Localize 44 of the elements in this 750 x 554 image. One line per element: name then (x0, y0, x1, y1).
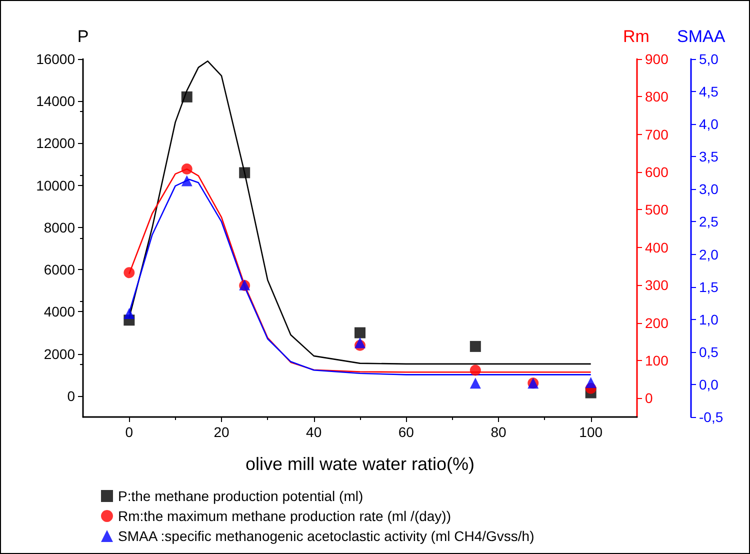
y2-tick-label: 800 (645, 88, 669, 105)
y3-tick-label: 2,0 (699, 246, 719, 262)
y2-tick-label: 0 (645, 390, 653, 406)
y-tick-label: 12000 (36, 135, 76, 152)
x-tick-label: 60 (398, 424, 414, 440)
x-tick-label: 80 (490, 424, 506, 440)
y2-axis-title: Rm (623, 27, 650, 46)
y-tick-label: 14000 (36, 93, 76, 110)
x-tick-label: 40 (306, 424, 322, 440)
y-axis-title: P (77, 27, 89, 46)
legend-label: P:the methane production potential (ml) (118, 488, 364, 504)
y-tick-label: 2000 (44, 346, 76, 362)
y2-tick-label: 900 (645, 51, 669, 67)
y3-axis-title: SMAA (677, 27, 726, 46)
y2-tick-label: 200 (645, 314, 669, 331)
y3-tick-label: 0,5 (699, 344, 719, 360)
y3-tick-label: 3,5 (699, 148, 719, 165)
y2-tick-label: 500 (645, 202, 669, 218)
legend-label: Rm:the maximum methane production rate (ml /(day)) (118, 508, 451, 524)
y2-tick-label: 600 (645, 164, 669, 180)
y3-tick-label: 1,0 (699, 311, 719, 328)
x-tick-label: 20 (214, 424, 230, 440)
y2-tick-label: 100 (645, 352, 669, 368)
y-tick-label: 16000 (36, 51, 76, 67)
x-axis-title: olive mill wate water ratio(%) (245, 454, 475, 474)
y3-tick-label: -0,5 (699, 409, 724, 425)
x-tick-label: 0 (125, 424, 134, 440)
y3-tick-label: 0,0 (699, 376, 719, 392)
y-tick-label: 0 (67, 388, 76, 404)
y-tick-label: 10000 (36, 177, 76, 194)
legend-label: SMAA :specific methanogenic acetoclastic activity (ml CH4/Gvss/h) (118, 528, 534, 544)
y-tick-label: 6000 (44, 262, 76, 278)
y3-tick-label: 3,0 (699, 181, 719, 198)
y2-tick-label: 700 (645, 126, 669, 142)
y3-tick-label: 2,5 (699, 214, 719, 230)
y2-tick-label: 300 (645, 277, 669, 294)
y3-tick-label: 4,0 (699, 116, 719, 132)
y2-tick-label: 400 (645, 239, 669, 256)
y3-tick-label: 5,0 (699, 51, 719, 67)
y-tick-label: 4000 (44, 304, 76, 320)
y3-tick-label: 1,5 (699, 278, 719, 295)
y3-tick-label: 4,5 (699, 84, 719, 100)
y-tick-label: 8000 (44, 219, 76, 236)
x-tick-label: 100 (579, 424, 603, 440)
